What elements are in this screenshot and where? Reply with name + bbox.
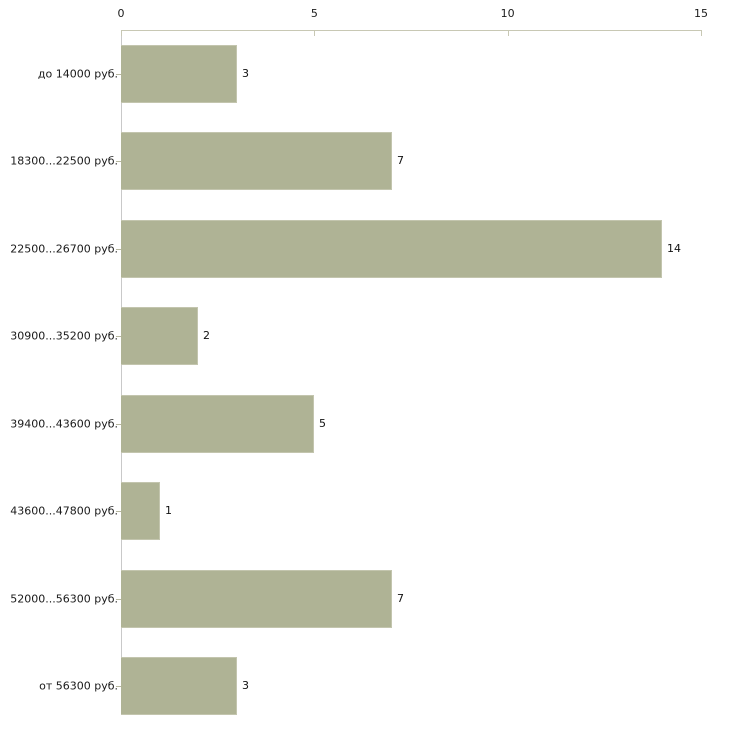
x-axis-tick	[121, 30, 122, 36]
y-axis-tick	[116, 249, 121, 250]
y-axis-tick	[116, 686, 121, 687]
category-label: 43600...47800 руб.	[10, 504, 118, 518]
x-axis-tick-label: 5	[310, 7, 318, 20]
bar-value-label: 5	[319, 416, 326, 430]
bar[interactable]	[121, 307, 198, 365]
x-axis-tick-label: 15	[694, 7, 708, 20]
bar[interactable]	[121, 220, 662, 278]
bar[interactable]	[121, 132, 392, 190]
bar[interactable]	[121, 45, 237, 103]
y-axis-tick	[116, 599, 121, 600]
x-axis-line	[121, 30, 701, 31]
x-axis-tick-label: 10	[500, 7, 515, 20]
bar[interactable]	[121, 570, 392, 628]
bar[interactable]	[121, 482, 160, 540]
x-axis-tick	[314, 30, 316, 36]
category-label: до 14000 руб.	[37, 67, 118, 81]
bar-value-label: 2	[203, 329, 210, 343]
category-label: 52000...56300 руб.	[10, 592, 118, 606]
category-label: 22500...26700 руб.	[10, 242, 118, 256]
bar[interactable]	[121, 395, 314, 453]
x-axis-tick-label: 0	[117, 7, 125, 20]
bar-value-label: 7	[397, 591, 404, 605]
y-axis-tick	[116, 424, 121, 425]
y-axis-tick	[116, 336, 121, 337]
y-axis-line	[121, 30, 122, 701]
category-label: 39400...43600 руб.	[10, 417, 118, 431]
bar-value-label: 7	[397, 154, 404, 168]
x-axis-tick	[701, 30, 702, 36]
bar-value-label: 14	[667, 241, 681, 255]
bar-value-label: 3	[242, 66, 249, 80]
category-label: от 56300 руб.	[39, 679, 118, 693]
x-axis-tick	[507, 30, 509, 36]
y-axis-tick	[116, 161, 121, 162]
bar-value-label: 1	[165, 504, 172, 518]
bar[interactable]	[121, 657, 237, 715]
bar-value-label: 3	[242, 679, 249, 693]
category-label: 18300...22500 руб.	[10, 154, 118, 168]
category-label: 30900...35200 руб.	[10, 329, 118, 343]
y-axis-tick	[116, 74, 121, 75]
y-axis-tick	[116, 511, 121, 512]
